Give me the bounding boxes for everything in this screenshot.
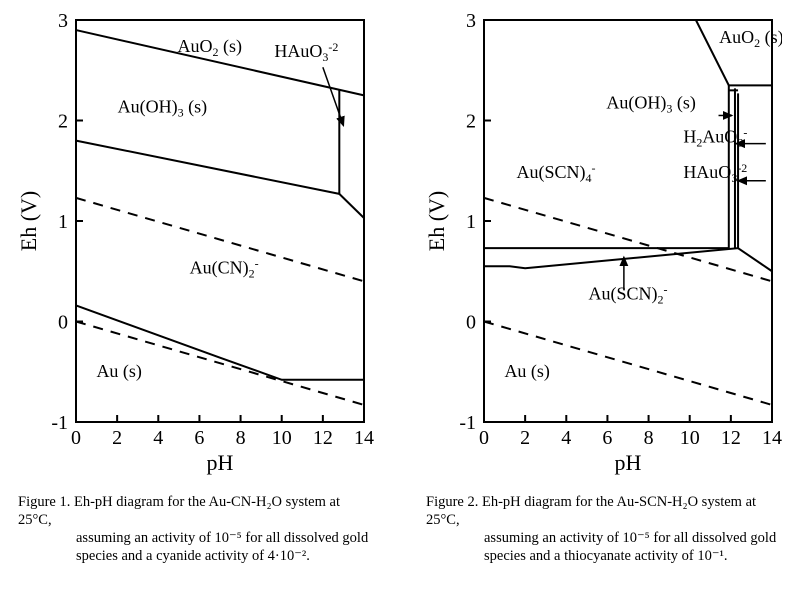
svg-text:3: 3	[466, 10, 476, 32]
svg-text:Au(SCN)2-: Au(SCN)2-	[588, 282, 667, 306]
svg-text:0: 0	[58, 312, 68, 334]
svg-text:Eh (V): Eh (V)	[18, 191, 41, 251]
svg-text:8: 8	[644, 427, 654, 449]
caption-line2: assuming an activity of 10⁻⁵ for all dis…	[426, 529, 782, 547]
svg-text:8: 8	[236, 427, 246, 449]
svg-text:Eh (V): Eh (V)	[426, 191, 449, 251]
svg-text:-1: -1	[459, 412, 476, 434]
caption-line3: species and a thiocyanate activity of 10…	[426, 547, 782, 565]
svg-text:0: 0	[479, 427, 489, 449]
svg-text:4: 4	[153, 427, 163, 449]
svg-text:AuO2 (s): AuO2 (s)	[719, 27, 782, 50]
svg-text:pH: pH	[615, 450, 642, 475]
svg-text:2: 2	[520, 427, 530, 449]
figure-2: 02468101214-10123pHEh (V)AuO2 (s)Au(OH)3…	[426, 10, 782, 566]
svg-text:2: 2	[112, 427, 122, 449]
svg-text:10: 10	[272, 427, 292, 449]
plot-fig2: 02468101214-10123pHEh (V)AuO2 (s)Au(OH)3…	[426, 10, 782, 485]
svg-text:pH: pH	[207, 450, 234, 475]
svg-text:6: 6	[194, 427, 204, 449]
caption-fig1: Figure 1. Eh-pH diagram for the Au-CN-H₂…	[18, 493, 374, 566]
plot-fig1: 02468101214-10123pHEh (V)AuO2 (s)HAuO3-2…	[18, 10, 374, 485]
svg-text:12: 12	[721, 427, 741, 449]
caption-line3: species and a cyanide activity of 4·10⁻²…	[18, 547, 374, 565]
svg-text:2: 2	[58, 111, 68, 133]
svg-text:1: 1	[466, 211, 476, 233]
svg-text:Au(SCN)4-: Au(SCN)4-	[516, 161, 595, 185]
svg-text:14: 14	[762, 427, 782, 449]
svg-text:12: 12	[313, 427, 333, 449]
svg-text:Au (s): Au (s)	[96, 361, 142, 382]
svg-text:Au(CN)2-: Au(CN)2-	[190, 256, 259, 280]
svg-text:3: 3	[58, 10, 68, 32]
caption-fig2: Figure 2. Eh-pH diagram for the Au-SCN-H…	[426, 493, 782, 566]
caption-lead: Figure 2.	[426, 494, 478, 510]
svg-text:14: 14	[354, 427, 374, 449]
svg-text:6: 6	[602, 427, 612, 449]
figure-1: 02468101214-10123pHEh (V)AuO2 (s)HAuO3-2…	[18, 10, 374, 566]
svg-text:AuO2 (s): AuO2 (s)	[177, 36, 242, 59]
caption-lead: Figure 1.	[18, 494, 70, 510]
svg-text:0: 0	[71, 427, 81, 449]
svg-text:4: 4	[561, 427, 571, 449]
svg-text:1: 1	[58, 211, 68, 233]
svg-text:10: 10	[680, 427, 700, 449]
svg-text:2: 2	[466, 111, 476, 133]
svg-text:0: 0	[466, 312, 476, 334]
caption-line2: assuming an activity of 10⁻⁵ for all dis…	[18, 529, 374, 547]
svg-text:HAuO3-2: HAuO3-2	[274, 40, 338, 64]
svg-text:Au(OH)3 (s): Au(OH)3 (s)	[118, 96, 208, 119]
svg-text:Au(OH)3 (s): Au(OH)3 (s)	[606, 92, 696, 115]
svg-text:Au (s): Au (s)	[504, 361, 550, 382]
svg-text:-1: -1	[51, 412, 68, 434]
